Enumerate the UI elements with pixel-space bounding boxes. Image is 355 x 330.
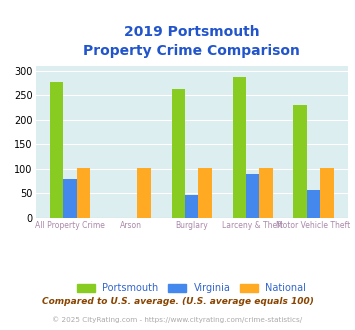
Bar: [77, 168, 90, 218]
Bar: [137, 168, 151, 218]
Bar: [233, 77, 246, 218]
Title: 2019 Portsmouth
Property Crime Comparison: 2019 Portsmouth Property Crime Compariso…: [83, 25, 300, 58]
Text: © 2025 CityRating.com - https://www.cityrating.com/crime-statistics/: © 2025 CityRating.com - https://www.city…: [53, 317, 302, 323]
Bar: [198, 168, 212, 218]
Bar: [320, 168, 334, 218]
Bar: [246, 174, 260, 218]
Bar: [307, 190, 320, 218]
Text: Compared to U.S. average. (U.S. average equals 100): Compared to U.S. average. (U.S. average …: [42, 297, 313, 306]
Bar: [294, 105, 307, 218]
Bar: [171, 89, 185, 218]
Bar: [260, 168, 273, 218]
Bar: [63, 179, 77, 218]
Bar: [185, 195, 198, 218]
Legend: Portsmouth, Virginia, National: Portsmouth, Virginia, National: [74, 280, 309, 296]
Bar: [50, 82, 63, 218]
